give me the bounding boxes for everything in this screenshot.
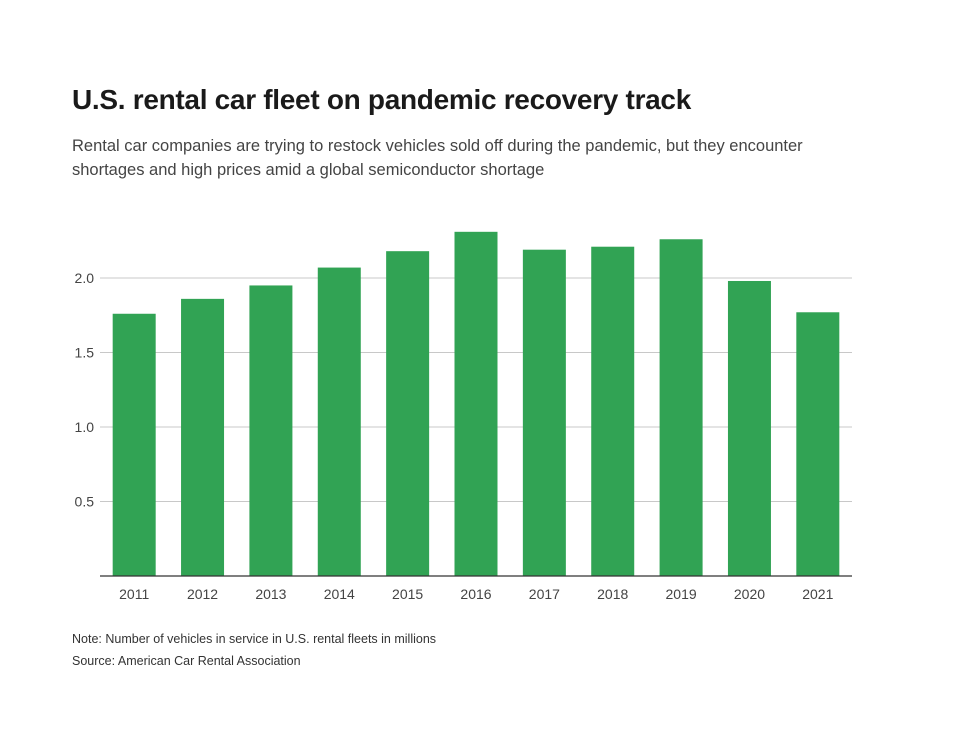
x-tick-label: 2013 xyxy=(255,586,286,602)
chart-source: Source: American Car Rental Association xyxy=(72,654,301,668)
x-tick-label: 2011 xyxy=(119,586,149,602)
bar xyxy=(454,231,498,576)
chart-note: Note: Number of vehicles in service in U… xyxy=(72,632,437,646)
y-tick-label: 2.0 xyxy=(75,270,95,286)
chart-title: U.S. rental car fleet on pandemic recove… xyxy=(72,84,691,115)
bar xyxy=(181,298,225,576)
bar xyxy=(796,312,840,576)
bar xyxy=(112,313,156,576)
x-tick-label: 2015 xyxy=(392,586,423,602)
y-tick-label: 0.5 xyxy=(75,494,95,510)
x-tick-label: 2016 xyxy=(460,586,491,602)
bar xyxy=(591,246,635,576)
chart-subtitle: Rental car companies are trying to resto… xyxy=(72,137,803,179)
bar xyxy=(249,285,293,576)
x-tick-label: 2020 xyxy=(734,586,765,602)
x-tick-label: 2018 xyxy=(597,586,628,602)
y-tick-label: 1.0 xyxy=(75,419,95,435)
bar xyxy=(317,267,361,576)
x-tick-label: 2017 xyxy=(529,586,560,602)
x-tick-label: 2021 xyxy=(802,586,833,602)
bar xyxy=(522,249,566,576)
bar xyxy=(659,239,703,576)
bar xyxy=(727,280,771,576)
bar xyxy=(386,251,430,576)
x-tick-label: 2014 xyxy=(324,586,355,602)
x-tick-label: 2012 xyxy=(187,586,218,602)
x-tick-label: 2019 xyxy=(666,586,697,602)
y-tick-label: 1.5 xyxy=(75,345,95,361)
